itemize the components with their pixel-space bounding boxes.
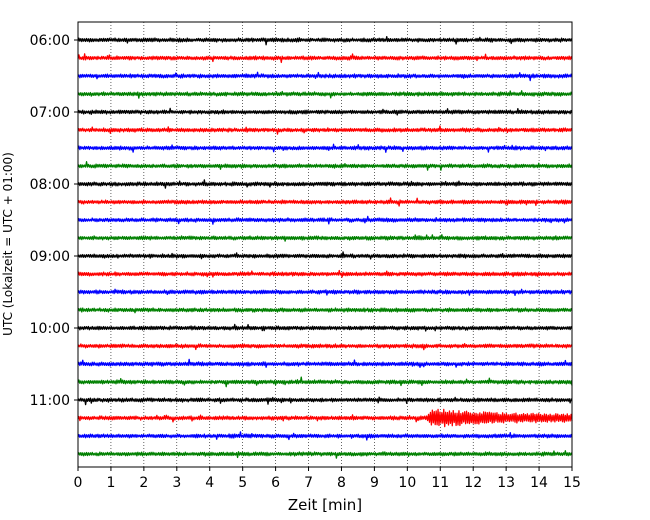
x-tick-label: 8 (337, 475, 346, 491)
trace-1100 (77, 396, 573, 406)
x-tick-label: 6 (271, 475, 280, 491)
trace-0615 (77, 53, 573, 64)
trace-0700 (77, 107, 573, 116)
trace-0630 (77, 71, 573, 82)
x-axis: 0 1 2 3 4 5 6 7 8 9 10 11 12 13 14 15 (74, 467, 581, 491)
x-tick-label: 0 (74, 475, 83, 491)
trace-0830 (77, 215, 573, 225)
plot-frame (77, 21, 573, 468)
x-axis-label: Zeit [min] (288, 496, 362, 514)
trace-0930 (77, 288, 573, 297)
trace-0745 (77, 161, 573, 171)
trace-1000 (77, 323, 573, 332)
x-tick-label: 12 (464, 475, 482, 491)
trace-0800 (77, 179, 573, 189)
y-tick-label: 11:00 (30, 393, 70, 409)
x-tick-label: 1 (106, 475, 115, 491)
trace-1030 (77, 358, 573, 369)
x-tick-label: 3 (172, 475, 181, 491)
grid-lines (110, 22, 540, 467)
y-tick-label: 10:00 (30, 321, 70, 337)
x-tick-label: 4 (205, 475, 214, 491)
x-tick-label: 2 (139, 475, 148, 491)
trace-1145 (77, 450, 573, 459)
trace-layer (77, 36, 573, 459)
trace-0600 (77, 36, 573, 46)
y-tick-label: 07:00 (30, 105, 70, 121)
y-tick-label: 06:00 (30, 33, 70, 49)
trace-1115 (77, 408, 573, 428)
trace-0815 (77, 197, 573, 207)
y-tick-label: 09:00 (30, 249, 70, 265)
trace-1045 (77, 376, 573, 388)
trace-1130 (77, 431, 573, 441)
x-tick-label: 7 (304, 475, 313, 491)
trace-0645 (77, 90, 573, 99)
x-tick-label: 10 (398, 475, 416, 491)
trace-1015 (77, 343, 573, 351)
x-tick-label: 5 (238, 475, 247, 491)
trace-0945 (77, 307, 573, 314)
trace-0845 (77, 234, 573, 242)
trace-0715 (77, 125, 573, 135)
y-axis-label: UTC (Lokalzeit = UTC + 01:00) (1, 152, 15, 336)
x-tick-label: 15 (563, 475, 581, 491)
trace-0730 (77, 143, 573, 153)
trace-0900 (77, 251, 573, 260)
x-tick-label: 11 (431, 475, 449, 491)
y-tick-label: 08:00 (30, 177, 70, 193)
trace-0915 (77, 269, 573, 278)
x-tick-label: 14 (530, 475, 548, 491)
x-tick-label: 13 (497, 475, 515, 491)
x-tick-label: 9 (370, 475, 379, 491)
y-axis: 06:00 07:00 08:00 09:00 10:00 11:00 (30, 33, 78, 409)
